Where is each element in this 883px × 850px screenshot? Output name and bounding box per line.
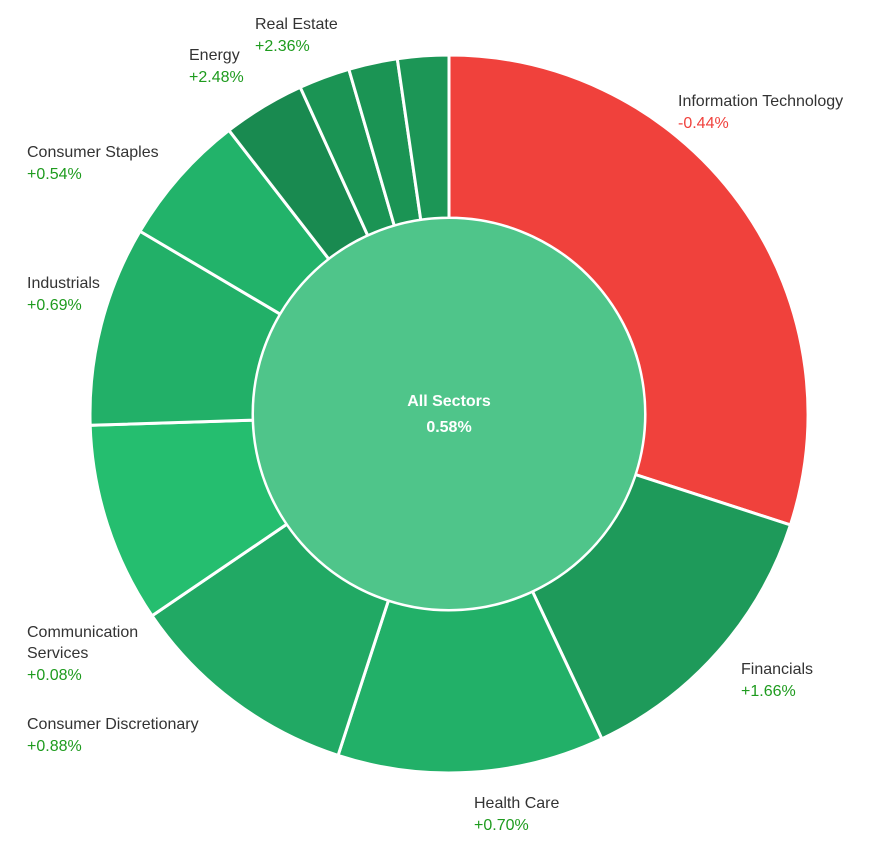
label-value: +0.54% <box>27 166 82 183</box>
label-value: +0.69% <box>27 297 82 314</box>
label-value: -0.44% <box>678 115 729 132</box>
label-name: Consumer Discretionary <box>27 716 199 733</box>
label-consumer-staples: Consumer Staples +0.54% <box>27 144 159 183</box>
label-name: Financials <box>741 661 813 678</box>
label-name: Information Technology <box>678 93 843 110</box>
label-name: Energy <box>189 47 240 64</box>
label-name: Communication Services <box>27 624 138 662</box>
label-value: +0.88% <box>27 738 82 755</box>
label-value: +0.70% <box>474 817 529 834</box>
center-value: 0.58% <box>426 419 471 436</box>
label-financials: Financials +1.66% <box>741 661 813 700</box>
label-consumer-discretionary: Consumer Discretionary +0.88% <box>27 716 199 755</box>
label-name: Consumer Staples <box>27 144 159 161</box>
label-health-care: Health Care +0.70% <box>474 795 559 834</box>
label-name: Real Estate <box>255 16 338 33</box>
label-value: +2.48% <box>189 69 244 86</box>
slice-labels: Information Technology -0.44% Financials +1… <box>27 16 843 834</box>
label-industrials: Industrials +0.69% <box>27 275 100 314</box>
center-disc[interactable] <box>252 217 646 611</box>
label-information-technology: Information Technology -0.44% <box>678 93 843 132</box>
label-value: +1.66% <box>741 683 796 700</box>
donut-slices <box>88 53 810 775</box>
label-name: Health Care <box>474 795 559 812</box>
label-name: Industrials <box>27 275 100 292</box>
center-label: All Sectors <box>407 393 491 410</box>
label-value: +0.08% <box>27 667 82 684</box>
label-real-estate: Real Estate +2.36% <box>255 16 338 55</box>
label-energy: Energy +2.48% <box>189 47 244 86</box>
label-value: +2.36% <box>255 38 310 55</box>
label-communication-services: Communication Services +0.08% <box>27 624 138 684</box>
